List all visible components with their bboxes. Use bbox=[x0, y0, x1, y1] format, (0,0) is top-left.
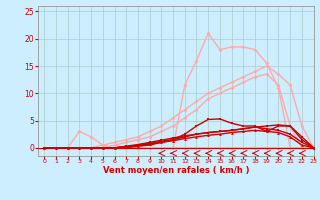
X-axis label: Vent moyen/en rafales ( km/h ): Vent moyen/en rafales ( km/h ) bbox=[103, 166, 249, 175]
